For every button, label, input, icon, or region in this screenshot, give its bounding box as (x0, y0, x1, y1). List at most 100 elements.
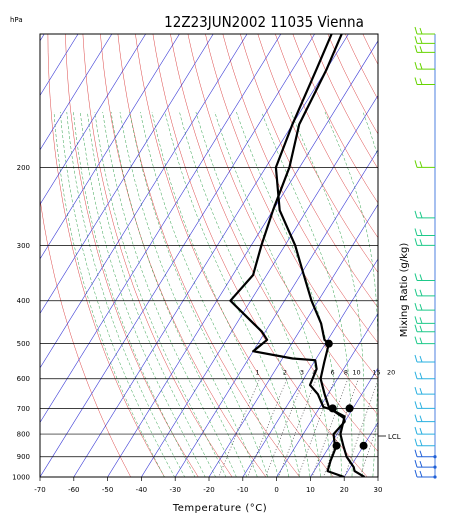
mixing-ratio-line (359, 422, 378, 477)
moist-adiabat (80, 111, 206, 477)
wind-barb-flag (419, 229, 423, 236)
wind-barb-flag (419, 402, 423, 409)
wind-barb-flag (419, 161, 423, 168)
wind-barb-flag (414, 36, 418, 44)
wind-barb-flag (414, 386, 418, 395)
y-tick-label: 800 (17, 431, 30, 439)
dry-adiabat (345, 34, 378, 100)
y-tick-label: 400 (17, 297, 30, 305)
wind-barb-flag (419, 303, 423, 311)
dry-adiabat (47, 34, 165, 477)
wind-barb-flag (419, 439, 423, 446)
mixing-ratio-line (311, 378, 349, 477)
mixing-ratio-line (265, 378, 305, 477)
dry-adiabat (222, 34, 378, 344)
moist-adiabat (53, 111, 165, 477)
wind-barb-flag (419, 325, 423, 332)
wind-barb-flag (419, 37, 423, 44)
wind-barb-flag (414, 371, 418, 379)
moist-adiabat (66, 111, 186, 477)
wind-barb-flag (419, 470, 423, 478)
wind-barb-flag (414, 426, 418, 435)
wind-barb-flag (414, 302, 418, 311)
mixing-ratio-labels: 1 2 3 4 6 8 10 15 20 (256, 369, 396, 377)
mixing-ratio-label: 8 (344, 369, 348, 377)
wind-barb-flag (414, 324, 418, 332)
mixing-ratio-label: 10 (352, 369, 360, 377)
mixing-ratio-line (323, 378, 359, 477)
profile-marker (332, 441, 341, 450)
y-tick-label: 300 (17, 242, 30, 250)
wind-barb-flag (419, 211, 423, 218)
wind-barb-flag (414, 45, 418, 53)
isotherm (40, 34, 45, 42)
wind-barb-flag (414, 459, 418, 468)
x-tick-label: 20 (340, 486, 349, 494)
y-axis-label: hPa (10, 16, 23, 24)
wind-calm-dot (433, 475, 437, 479)
x-tick-label: -70 (34, 486, 45, 494)
wind-barb-flag (419, 450, 423, 457)
wind-barb-flag (414, 414, 418, 422)
wind-barb-flag (414, 273, 418, 281)
x-tick-label: -40 (136, 486, 147, 494)
moist-adiabat (362, 111, 378, 159)
wind-calm-dot (433, 465, 437, 469)
mixing-ratio-label: 20 (387, 369, 395, 377)
wind-barb-flag (414, 26, 418, 35)
mixing-ratio-label: 1 (256, 369, 260, 377)
isotherm (40, 34, 282, 424)
dry-adiabat (135, 34, 334, 477)
x-tick-label: -30 (169, 486, 180, 494)
moist-adiabat (151, 111, 290, 477)
wind-barb-flag (414, 401, 418, 409)
isotherm (40, 34, 248, 369)
wind-barb-flag (414, 336, 418, 344)
moist-adiabat (179, 111, 311, 477)
wind-barb-flag (419, 355, 423, 363)
wind-barb-flag (419, 372, 423, 379)
isotherm (40, 34, 214, 315)
dry-adiabat (257, 34, 378, 273)
profile-marker (345, 404, 354, 413)
wind-barb-flag (414, 438, 418, 446)
moist-adiabat (110, 111, 248, 477)
dry-adiabat (310, 34, 378, 170)
wind-barb-flag (419, 289, 423, 296)
moist-adiabat (60, 111, 175, 477)
isotherm (343, 421, 378, 477)
x-tick-label: 10 (306, 486, 315, 494)
y-tick-label: 900 (17, 453, 30, 461)
wind-barb-flag (414, 469, 418, 478)
x-tick-label: 30 (374, 486, 383, 494)
wind-barb-flag (419, 317, 423, 324)
dry-adiabat (205, 34, 378, 379)
mixing-ratio-label: 6 (330, 369, 334, 377)
dry-adiabat (82, 34, 233, 477)
dry-adiabat (170, 34, 378, 452)
y-tick-label: 500 (17, 340, 30, 348)
dry-adiabat (40, 197, 132, 477)
wind-barb-flag (414, 61, 418, 70)
moist-adiabat (94, 111, 227, 477)
mixing-ratio-line (344, 379, 378, 477)
isotherm (242, 258, 378, 477)
mixing-ratio-label: 2 (283, 369, 287, 377)
wind-barb-flag (419, 239, 423, 246)
wind-barb-flag (414, 288, 418, 296)
dry-adiabat (240, 34, 378, 308)
y-tick-label: 1000 (12, 474, 30, 482)
x-tick-label: -10 (237, 486, 248, 494)
mixing-ratio-label: 3 (300, 369, 304, 377)
mixing-ratio-line (218, 378, 260, 477)
wind-calm-dot (433, 455, 437, 459)
wind-barb-flag (419, 387, 423, 395)
isotherm (107, 40, 378, 477)
mixing-ratio-line (247, 378, 288, 477)
dry-adiabat (327, 34, 378, 135)
isotherm (40, 34, 180, 260)
isotherm (406, 34, 450, 486)
profile-marker (359, 441, 368, 450)
y-tick-label: 200 (17, 164, 30, 172)
